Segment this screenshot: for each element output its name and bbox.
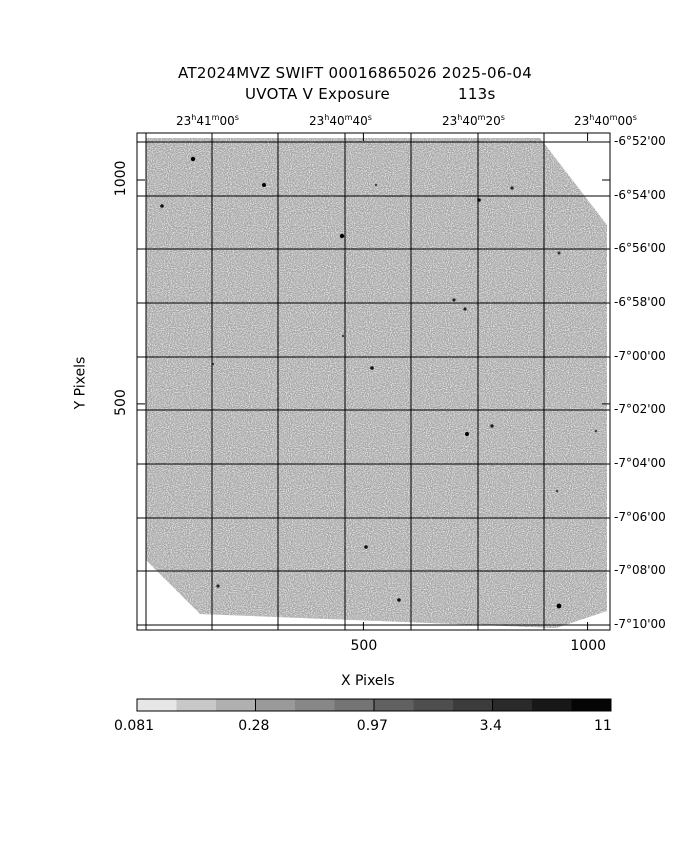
plot-subtitle-exposure: UVOTA V Exposure bbox=[245, 85, 391, 103]
colorbar-label: 11 bbox=[594, 718, 612, 734]
star-source bbox=[370, 366, 374, 370]
star-source bbox=[374, 183, 378, 187]
exposure-field bbox=[146, 138, 607, 628]
x-tick-label: 500 bbox=[350, 638, 378, 654]
colorbar-segment bbox=[453, 699, 493, 711]
dec-tick-label: -7°08'00 bbox=[614, 563, 666, 577]
star-source bbox=[452, 298, 456, 302]
plot-frame bbox=[136, 132, 611, 631]
colorbar-label: 0.081 bbox=[114, 718, 155, 734]
star-source bbox=[490, 424, 494, 428]
colorbar-segment bbox=[334, 699, 375, 711]
dec-tick-label: -7°00'00 bbox=[614, 349, 666, 363]
star-source bbox=[557, 251, 561, 255]
y-tick-label: 500 bbox=[112, 389, 129, 416]
colorbar-segment bbox=[374, 699, 414, 711]
colorbar-segment bbox=[413, 699, 454, 711]
x-axis-label: X Pixels bbox=[341, 673, 395, 689]
star-source bbox=[190, 156, 196, 162]
dec-tick-label: -6°58'00 bbox=[614, 295, 666, 309]
star-source bbox=[594, 429, 598, 433]
colorbar-segment bbox=[571, 699, 612, 711]
star-source bbox=[556, 603, 562, 609]
colorbar-segment bbox=[216, 699, 256, 711]
colorbar bbox=[137, 699, 612, 711]
dec-tick-label: -6°56'00 bbox=[614, 241, 666, 255]
star-source bbox=[339, 233, 345, 239]
colorbar-segment bbox=[492, 699, 533, 711]
colorbar-label: 3.4 bbox=[479, 718, 502, 734]
star-source bbox=[364, 545, 368, 549]
star-source bbox=[510, 186, 514, 190]
x-tick-label: 1000 bbox=[570, 638, 607, 654]
star-source bbox=[397, 598, 401, 602]
colorbar-label: 0.28 bbox=[238, 718, 270, 734]
ra-tick-label: 23h41m00s bbox=[176, 113, 239, 128]
ra-tick-label: 23h40m40s bbox=[309, 113, 372, 128]
dec-tick-label: -7°10'00 bbox=[614, 617, 666, 631]
dec-tick-label: -7°02'00 bbox=[614, 402, 666, 416]
y-tick-label: 1000 bbox=[112, 160, 129, 197]
star-source bbox=[555, 489, 559, 493]
colorbar-segment bbox=[532, 699, 572, 711]
star-source bbox=[465, 432, 469, 436]
ra-tick-label: 23h40m20s bbox=[442, 113, 505, 128]
dec-tick-label: -7°06'00 bbox=[614, 510, 666, 524]
colorbar-frame bbox=[136, 698, 612, 712]
dec-tick-label: -6°54'00 bbox=[614, 188, 666, 202]
star-source bbox=[463, 307, 467, 311]
star-source bbox=[262, 183, 266, 187]
star-source bbox=[216, 584, 220, 588]
star-source bbox=[341, 334, 345, 338]
dec-tick-label: -6°52'00 bbox=[614, 134, 666, 148]
colorbar-segment bbox=[295, 699, 335, 711]
plot-subtitle-duration: 113s bbox=[458, 85, 496, 103]
ra-tick-label: 23h40m00s bbox=[574, 113, 637, 128]
colorbar-segment bbox=[137, 699, 177, 711]
dec-tick-label: -7°04'00 bbox=[614, 456, 666, 470]
colorbar-segment bbox=[176, 699, 217, 711]
coordinate-grid bbox=[137, 133, 610, 630]
colorbar-label: 0.97 bbox=[356, 718, 388, 734]
y-axis-label: Y Pixels bbox=[72, 356, 89, 410]
star-source bbox=[160, 204, 164, 208]
axis-ticks bbox=[137, 133, 610, 630]
plot-title: AT2024MVZ SWIFT 00016865026 2025-06-04 bbox=[178, 64, 533, 82]
colorbar-segment bbox=[255, 699, 296, 711]
